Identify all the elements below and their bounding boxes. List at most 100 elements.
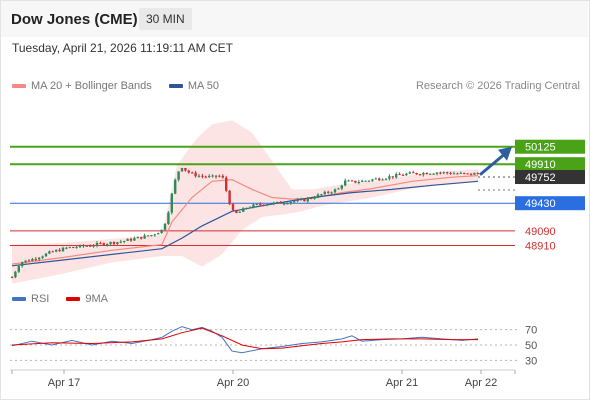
candle-body <box>10 277 14 279</box>
candle-body <box>391 176 394 178</box>
time-label: Apr 22 <box>465 377 497 389</box>
candle-body <box>89 245 92 247</box>
candle-body <box>449 172 452 174</box>
candle-body <box>61 247 65 252</box>
legend-item-rsi: RSI <box>12 293 49 305</box>
candle-body <box>48 251 51 254</box>
level-label-48910: 48910 <box>525 240 556 252</box>
candle-body <box>401 174 405 176</box>
candle-body <box>439 172 442 174</box>
candle-body <box>425 172 428 175</box>
candle-body <box>303 199 306 202</box>
candle-body <box>310 198 313 200</box>
candle-body <box>293 201 296 203</box>
bollinger-swatch-icon <box>12 84 26 89</box>
candle-body <box>177 171 180 180</box>
candle-body <box>208 176 211 178</box>
candle-body <box>408 172 411 174</box>
ma50-line <box>11 180 479 267</box>
level-box-50125 <box>515 139 585 154</box>
candle-body <box>238 211 241 213</box>
candle-body <box>92 245 95 247</box>
candle-body <box>306 198 309 202</box>
candle-body <box>398 174 401 176</box>
candle-body <box>313 197 316 199</box>
candle-body <box>51 251 54 253</box>
candle-body <box>160 229 163 234</box>
candle-body <box>231 204 235 211</box>
candle-body <box>286 203 289 205</box>
candle-body <box>279 201 282 204</box>
candle-body <box>432 173 435 175</box>
candle-body <box>418 174 422 176</box>
ma20-line <box>11 175 479 265</box>
rsi-ma-swatch-icon <box>66 297 81 302</box>
candle-body <box>405 173 408 176</box>
candle-body <box>191 172 194 174</box>
candle-body <box>395 174 398 178</box>
candle-body <box>452 173 456 175</box>
time-label: Apr 21 <box>386 377 418 389</box>
candle-body <box>330 192 333 194</box>
rsi-ma-line <box>11 327 478 350</box>
candle-body <box>82 244 85 247</box>
candle-body <box>442 172 445 174</box>
candle-body <box>296 199 299 202</box>
candle-body <box>367 180 371 182</box>
candle-body <box>133 238 136 241</box>
credit-text: Research © 2026 Trading Central <box>415 80 580 92</box>
candle-body <box>364 180 367 182</box>
candle-body <box>194 172 197 177</box>
candle-body <box>214 175 218 177</box>
candle-body <box>65 247 68 249</box>
candle-body <box>204 176 207 178</box>
candle-body <box>116 242 119 244</box>
candle-body <box>320 194 323 196</box>
candle-body <box>371 179 374 181</box>
candle-body <box>157 233 160 235</box>
candle-body <box>24 260 27 263</box>
candle-body <box>259 204 262 206</box>
timestamp: Tuesday, April 21, 2026 11:19:11 AM CET <box>12 41 234 55</box>
candle-body <box>75 247 78 249</box>
candle-body <box>476 173 479 175</box>
candle-body <box>350 180 354 182</box>
candle-body <box>459 172 462 174</box>
legend-item-bollinger: MA 20 + Bollinger Bands <box>12 80 152 92</box>
rsi-legend: RSI 9MA <box>12 293 122 305</box>
candle-body <box>272 202 275 205</box>
candle-body <box>378 178 381 181</box>
candle-body <box>27 260 31 262</box>
candle-body <box>38 257 41 260</box>
timeframe-button[interactable]: 30 MIN <box>139 8 192 30</box>
time-label: Apr 17 <box>48 377 80 389</box>
candle-body <box>265 204 269 206</box>
bollinger-band <box>12 120 478 284</box>
candle-body <box>248 207 252 209</box>
candle-body <box>17 266 20 272</box>
candle-body <box>228 190 231 205</box>
candle-body <box>68 247 71 249</box>
candle-body <box>354 180 357 183</box>
candle-body <box>269 204 272 206</box>
ma50-swatch-icon <box>168 84 183 89</box>
candle-body <box>126 238 129 241</box>
projection-arrowhead-icon <box>498 146 512 161</box>
projection-arrow-icon <box>479 152 506 176</box>
candle-body <box>242 208 245 212</box>
rsi-tick-30: 30 <box>525 355 537 367</box>
candle-body <box>58 249 61 252</box>
candle-body <box>163 223 167 230</box>
candle-body <box>225 177 228 191</box>
candle-body <box>143 235 146 239</box>
candle-body <box>469 173 473 175</box>
candle-body <box>34 258 37 260</box>
legend-item-ma50: MA 50 <box>168 80 219 92</box>
level-box-49752 <box>515 170 585 185</box>
candle-body <box>106 244 109 246</box>
candle-body <box>357 182 360 184</box>
candle-body <box>289 202 292 204</box>
candle-body <box>167 212 170 224</box>
candle-body <box>429 173 432 175</box>
candle-body <box>327 191 330 193</box>
